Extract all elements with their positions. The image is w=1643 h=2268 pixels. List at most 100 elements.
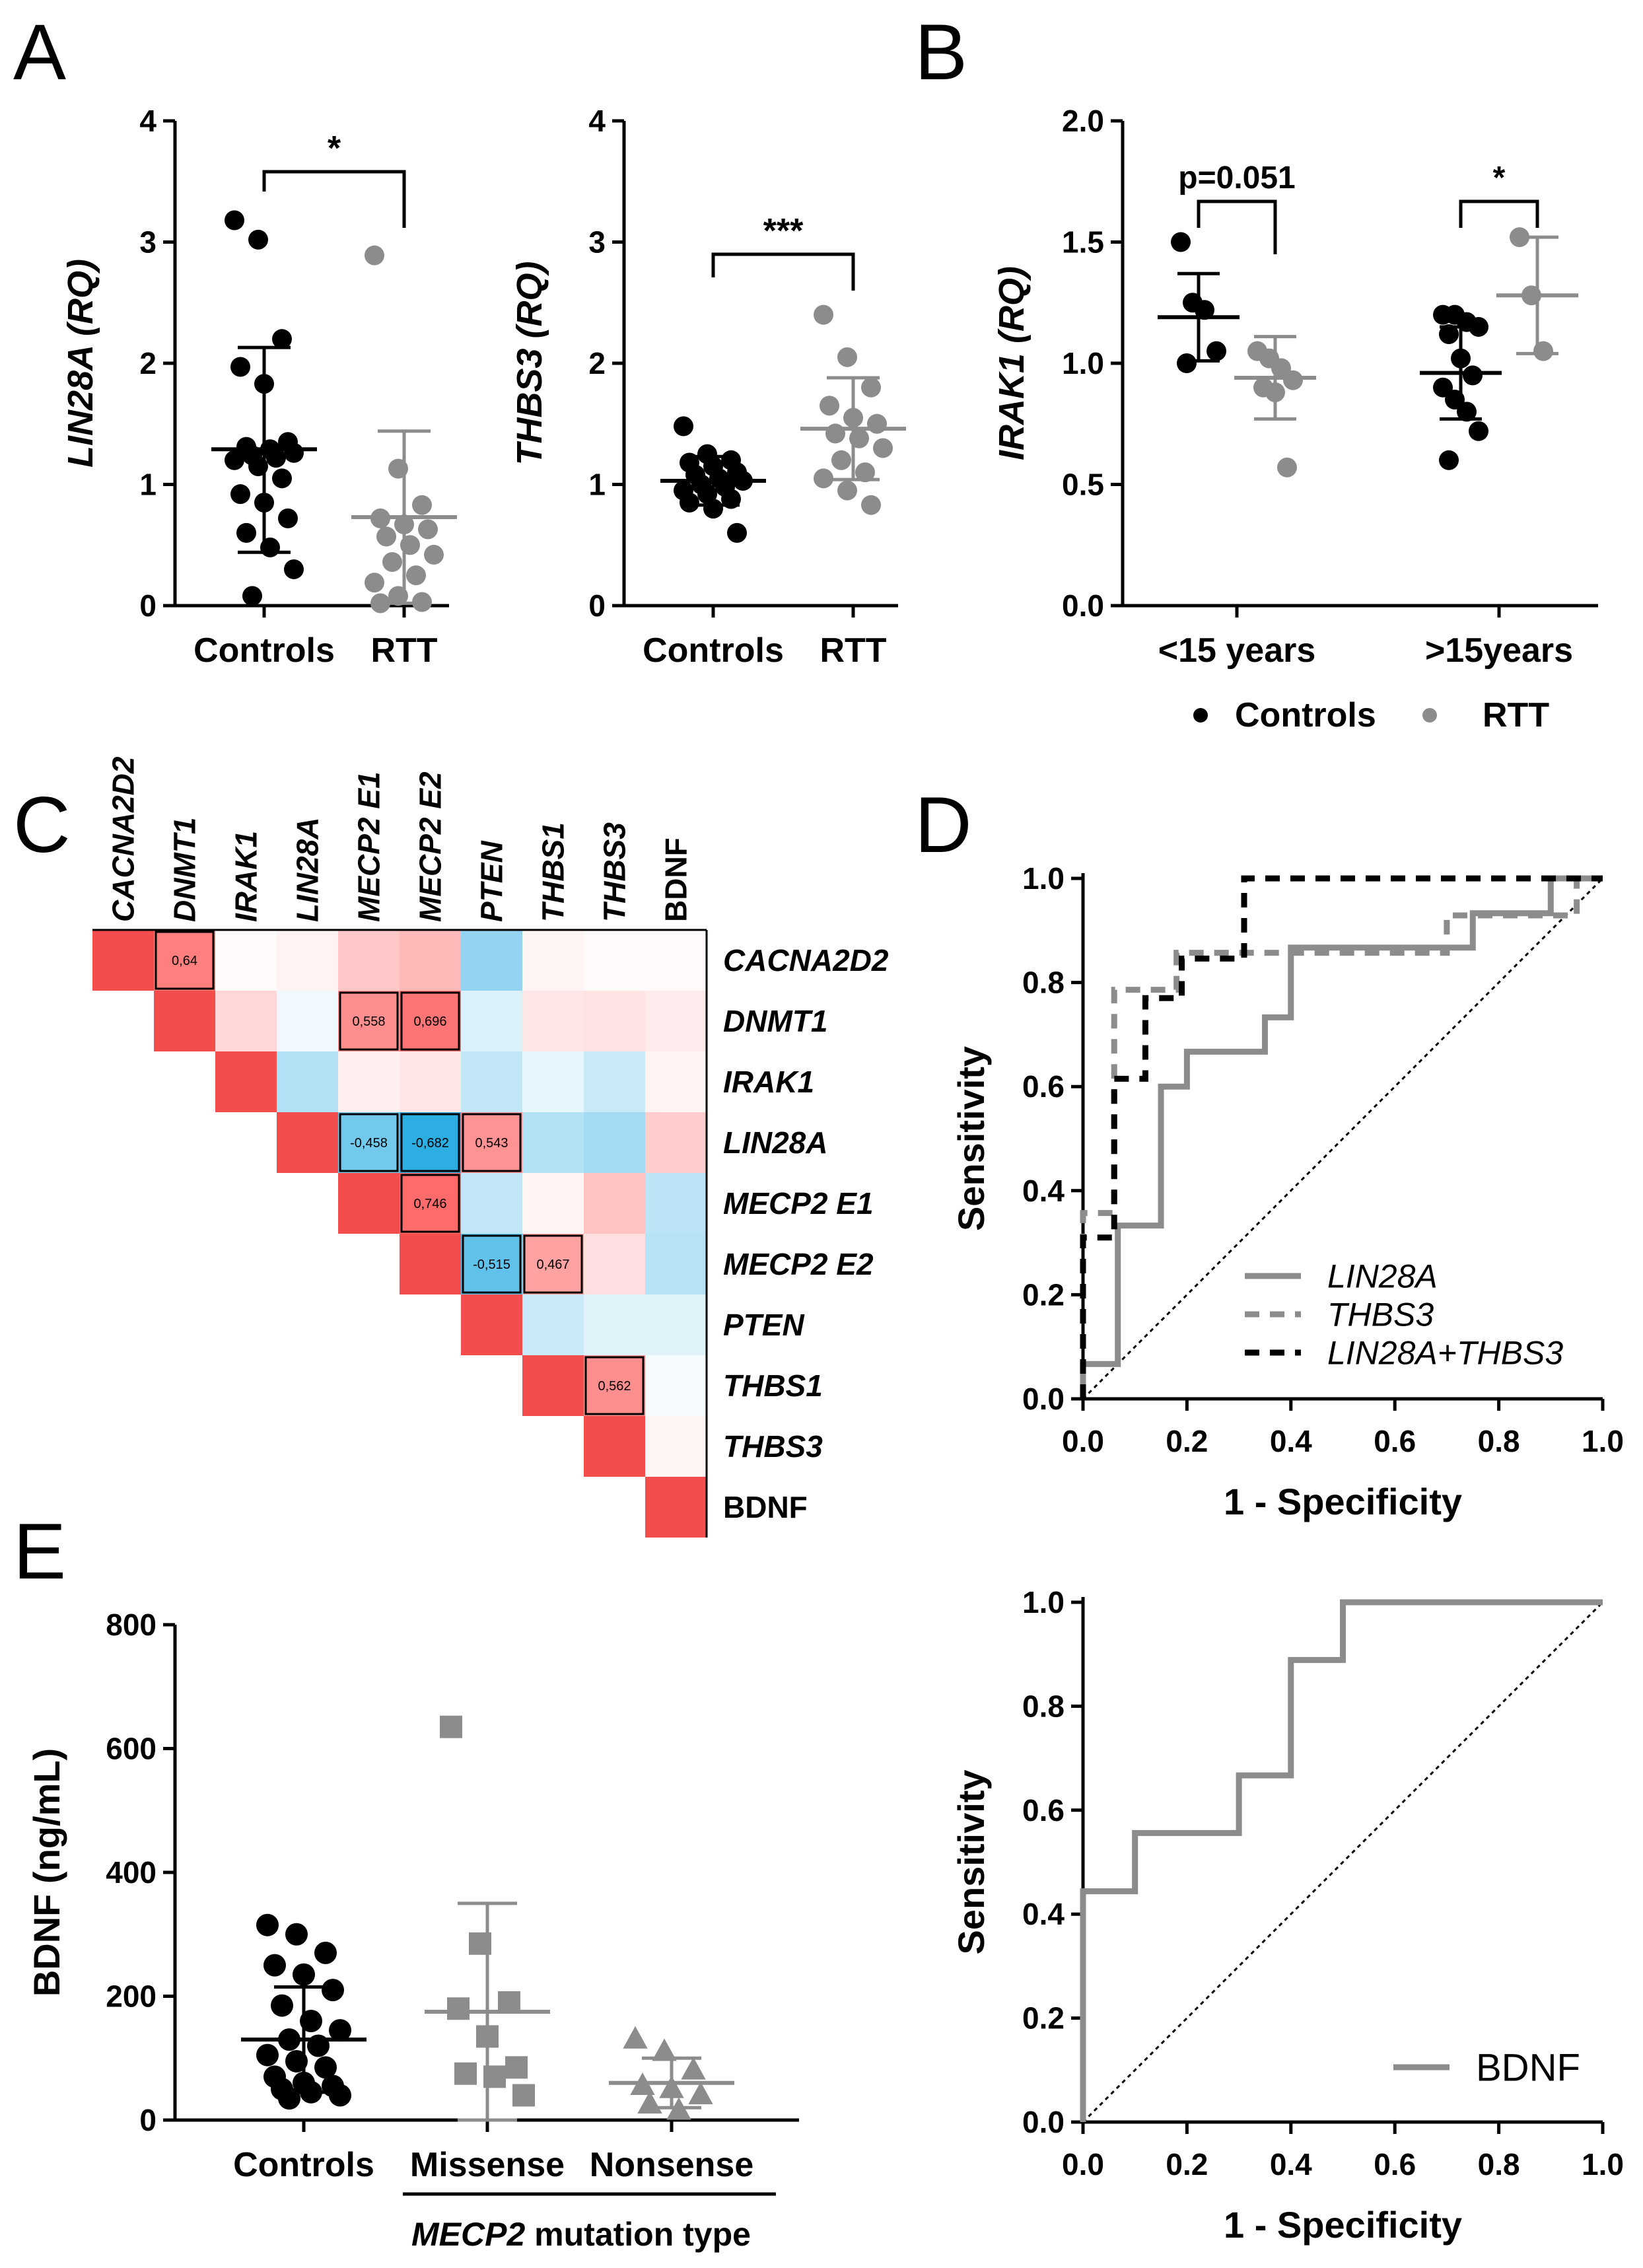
x-tick-label: 0.6 — [1374, 1424, 1416, 1458]
row-gene-label: IRAK1 — [723, 1065, 814, 1099]
row-gene-label: MECP2 E2 — [723, 1247, 874, 1281]
data-point — [680, 493, 699, 513]
correlation-value-label: 0,562 — [598, 1379, 631, 1394]
significant-cell-outline — [462, 1234, 522, 1294]
heatmap-cell — [522, 1112, 584, 1173]
heatmap-cell — [461, 930, 522, 991]
heatmap-cell — [461, 1294, 522, 1355]
data-point — [861, 377, 881, 398]
column-gene-label: PTEN — [475, 841, 509, 922]
heatmap-cell — [215, 1051, 277, 1112]
data-point — [272, 468, 292, 489]
data-point — [293, 1963, 315, 1986]
x-tick-label: Controls — [193, 631, 335, 670]
heatmap-cell — [645, 1112, 707, 1173]
significant-cell-outline — [462, 1113, 522, 1172]
x-tick-label: 0.8 — [1478, 1424, 1520, 1458]
lin28a-scatter-plot: 0 1 2 3 4 LIN28A (RQ) Controls RTT * — [61, 104, 457, 670]
data-point — [1469, 421, 1488, 441]
x-tick-label: RTT — [820, 631, 886, 670]
data-point — [314, 2056, 337, 2079]
data-point — [329, 2019, 351, 2042]
x-tick-label: Controls — [643, 631, 784, 670]
thbs3-scatter-plot: 0 1 2 3 4 THBS3 (RQ) Controls RTT *** — [510, 104, 906, 670]
reference-diagonal — [1082, 877, 1604, 1400]
x-axis-label: 1 - Specificity — [1224, 2204, 1462, 2246]
roc-curve — [1080, 875, 1603, 1399]
heatmap-cell — [400, 1234, 461, 1294]
data-point — [1277, 457, 1297, 478]
data-point — [837, 480, 857, 501]
x-tick-label: 1.0 — [1582, 1424, 1624, 1458]
heatmap-cell — [522, 1294, 584, 1355]
y-tick-label: 3 — [139, 225, 157, 260]
y-axis-label: Sensitivity — [950, 1046, 992, 1231]
row-gene-label: BDNF — [723, 1490, 808, 1524]
heatmap-cell — [645, 1416, 707, 1477]
y-tick-label: 4 — [139, 104, 157, 138]
data-point — [278, 2087, 300, 2110]
data-point — [652, 2038, 677, 2061]
data-point — [376, 526, 396, 547]
heatmap-cell — [461, 1234, 522, 1294]
legend-marker-controls — [1193, 708, 1208, 723]
roc-curve — [1080, 875, 1603, 1399]
heatmap-cell — [584, 930, 645, 991]
significant-cell-outline — [400, 1174, 460, 1233]
significance-bracket — [711, 252, 855, 291]
y-tick-label: 1.0 — [1022, 861, 1065, 896]
y-tick-label: 800 — [106, 1608, 157, 1642]
y-tick-label: 2 — [588, 346, 606, 380]
x-tick-label: 0.8 — [1478, 2147, 1520, 2181]
heatmap-cell — [522, 1173, 584, 1234]
y-tick-label: 0.0 — [1062, 588, 1104, 623]
data-point — [242, 586, 262, 606]
heatmap-cell — [338, 1173, 400, 1234]
x-axis-label: 1 - Specificity — [1224, 1481, 1462, 1522]
heatmap-cell — [461, 991, 522, 1051]
y-tick-label: 600 — [106, 1732, 157, 1766]
column-gene-label: LIN28A — [291, 818, 325, 922]
roc-plot-bdnf: 0.0 0.0 0.2 0.2 0.4 0.4 0.6 0.6 0.8 0.8 1.0 1.0 1 - … — [950, 1585, 1624, 2246]
data-point — [256, 1913, 279, 1936]
y-tick-label: 0.8 — [1022, 1689, 1065, 1723]
column-gene-label: MECP2 E2 — [413, 771, 448, 922]
x-tick-label: Nonsense — [590, 2146, 754, 2184]
correlation-value-label: 0,558 — [352, 1014, 385, 1029]
x-tick-label: 0.2 — [1166, 2147, 1208, 2181]
data-point — [681, 2057, 706, 2080]
correlation-value-label: 0,543 — [475, 1136, 508, 1151]
significant-cell-outline — [400, 991, 460, 1051]
significant-cell-outline — [339, 1113, 399, 1172]
correlation-value-label: 0,64 — [172, 954, 197, 968]
data-point — [412, 495, 432, 515]
heatmap-cell — [461, 1051, 522, 1112]
significance-label: *** — [763, 212, 804, 250]
data-point — [1439, 324, 1459, 344]
significance-label: p=0.051 — [1178, 160, 1295, 195]
data-point — [861, 495, 881, 515]
y-tick-label: 0.6 — [1022, 1069, 1065, 1104]
panel-letters: A B C D E — [13, 8, 972, 1596]
heatmap-cell — [645, 1477, 707, 1538]
heatmap-cell — [584, 1112, 645, 1173]
data-point — [873, 438, 893, 458]
data-point — [1283, 370, 1303, 390]
data-point — [314, 1941, 337, 1964]
y-tick-label: 0.5 — [1062, 468, 1104, 502]
panel-letter-a: A — [13, 8, 66, 96]
data-point — [263, 1954, 286, 1977]
heatmap-cell — [277, 991, 338, 1051]
heatmap-cell — [584, 1355, 645, 1416]
heatmap-cell — [277, 930, 338, 991]
irak1-scatter-plot: 0.0 0.5 1.0 1.5 2.0 IRAK1 (RQ) <15 years >15yea… — [992, 104, 1598, 734]
data-point — [440, 1715, 462, 1738]
y-tick-label: 2 — [139, 346, 157, 380]
legend-label-controls: Controls — [1235, 696, 1376, 734]
panel-letter-e: E — [13, 1507, 66, 1596]
row-gene-label: CACNA2D2 — [723, 943, 889, 977]
x-tick-label: Missense — [410, 2146, 565, 2184]
correlation-heatmap: 0,64 0,558 0,696 -0,458 -0,682 0,543 0,746 -0,5… — [92, 756, 889, 1538]
correlation-value-label: 0,696 — [413, 1014, 446, 1029]
